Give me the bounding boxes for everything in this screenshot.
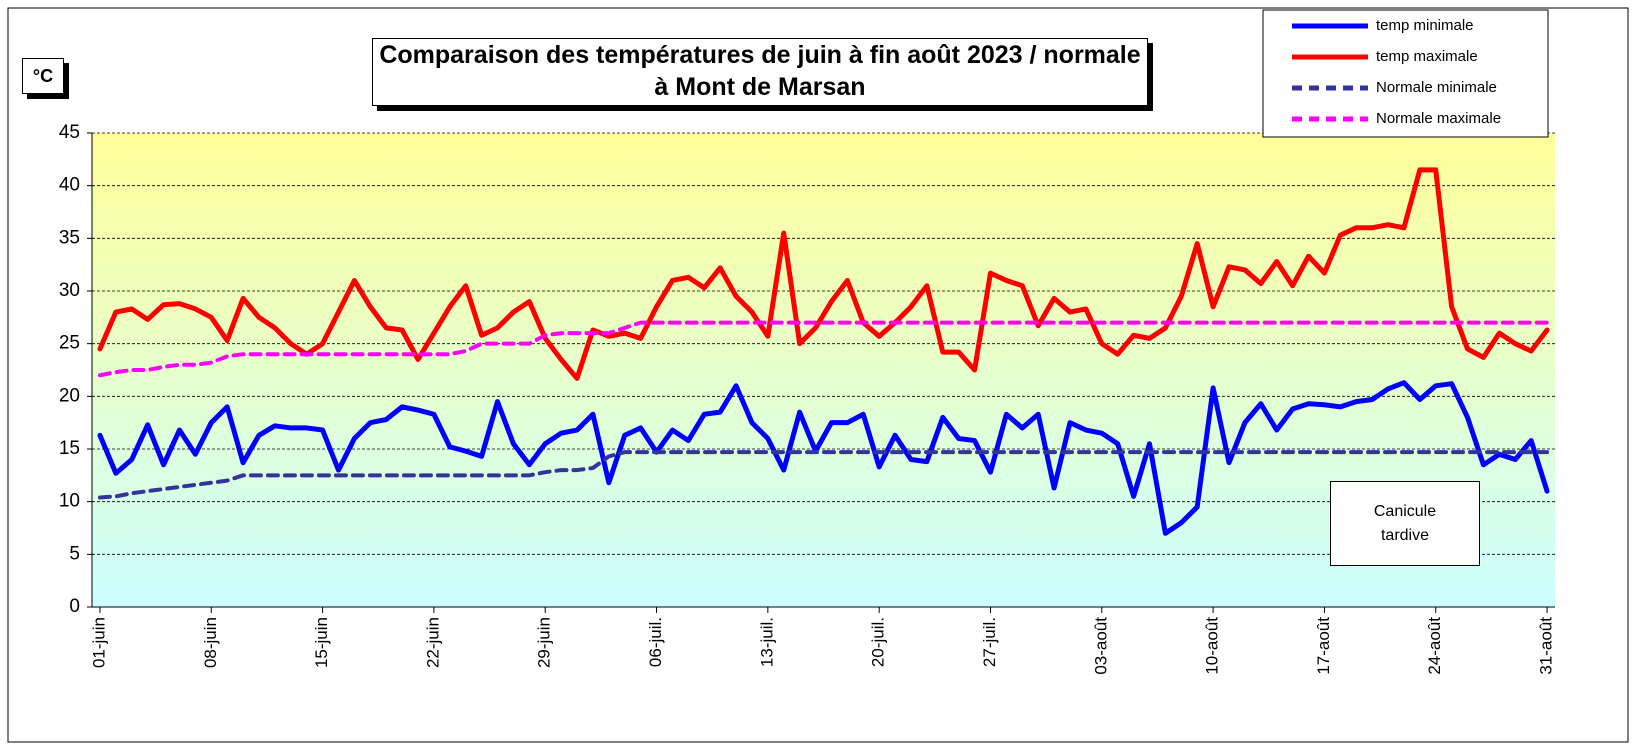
y-tick-label: 40 xyxy=(59,175,80,196)
y-tick-label: 5 xyxy=(69,543,80,564)
x-tick-label: 29-juin xyxy=(535,617,554,668)
x-tick-label: 10-août xyxy=(1203,617,1222,675)
annotation: Canicule tardive xyxy=(1330,481,1480,566)
x-tick-label: 31-août xyxy=(1537,617,1556,675)
x-tick-label: 17-août xyxy=(1314,617,1333,675)
y-tick-label: 20 xyxy=(59,385,80,406)
series-line xyxy=(97,380,1550,536)
x-tick-label: 01-juin xyxy=(89,617,108,668)
y-tick-label: 35 xyxy=(59,227,80,248)
x-tick-label: 08-juin xyxy=(201,617,220,668)
plot-area xyxy=(92,133,1555,607)
x-tick-label: 20-juil. xyxy=(869,617,888,667)
legend-label: Normale maximale xyxy=(1376,110,1501,127)
y-tick-label: 30 xyxy=(59,280,80,301)
x-tick-label: 06-juil. xyxy=(646,617,665,667)
x-tick-label: 13-juil. xyxy=(757,617,776,667)
y-axis-label: °C xyxy=(22,58,64,94)
x-tick-label: 15-juin xyxy=(312,617,331,668)
series-line xyxy=(97,450,1550,500)
y-tick-label: 25 xyxy=(59,333,80,354)
y-tick-label: 45 xyxy=(59,122,80,143)
y-tick-label: 15 xyxy=(59,438,80,459)
y-tick-label: 10 xyxy=(59,491,80,512)
frame xyxy=(7,7,1629,743)
x-tick-label: 27-juil. xyxy=(980,617,999,667)
series-line xyxy=(97,167,1550,381)
legend-label: temp maximale xyxy=(1376,48,1478,65)
legend-label: temp minimale xyxy=(1376,17,1474,34)
y-tick-label: 0 xyxy=(69,596,80,617)
series-line xyxy=(97,320,1550,378)
chart-title: Comparaison des températures de juin à f… xyxy=(372,38,1148,106)
x-tick-label: 24-août xyxy=(1425,617,1444,675)
x-tick-label: 03-août xyxy=(1091,617,1110,675)
legend xyxy=(1262,9,1549,138)
legend-label: Normale minimale xyxy=(1376,79,1497,96)
x-tick-label: 22-juin xyxy=(423,617,442,668)
